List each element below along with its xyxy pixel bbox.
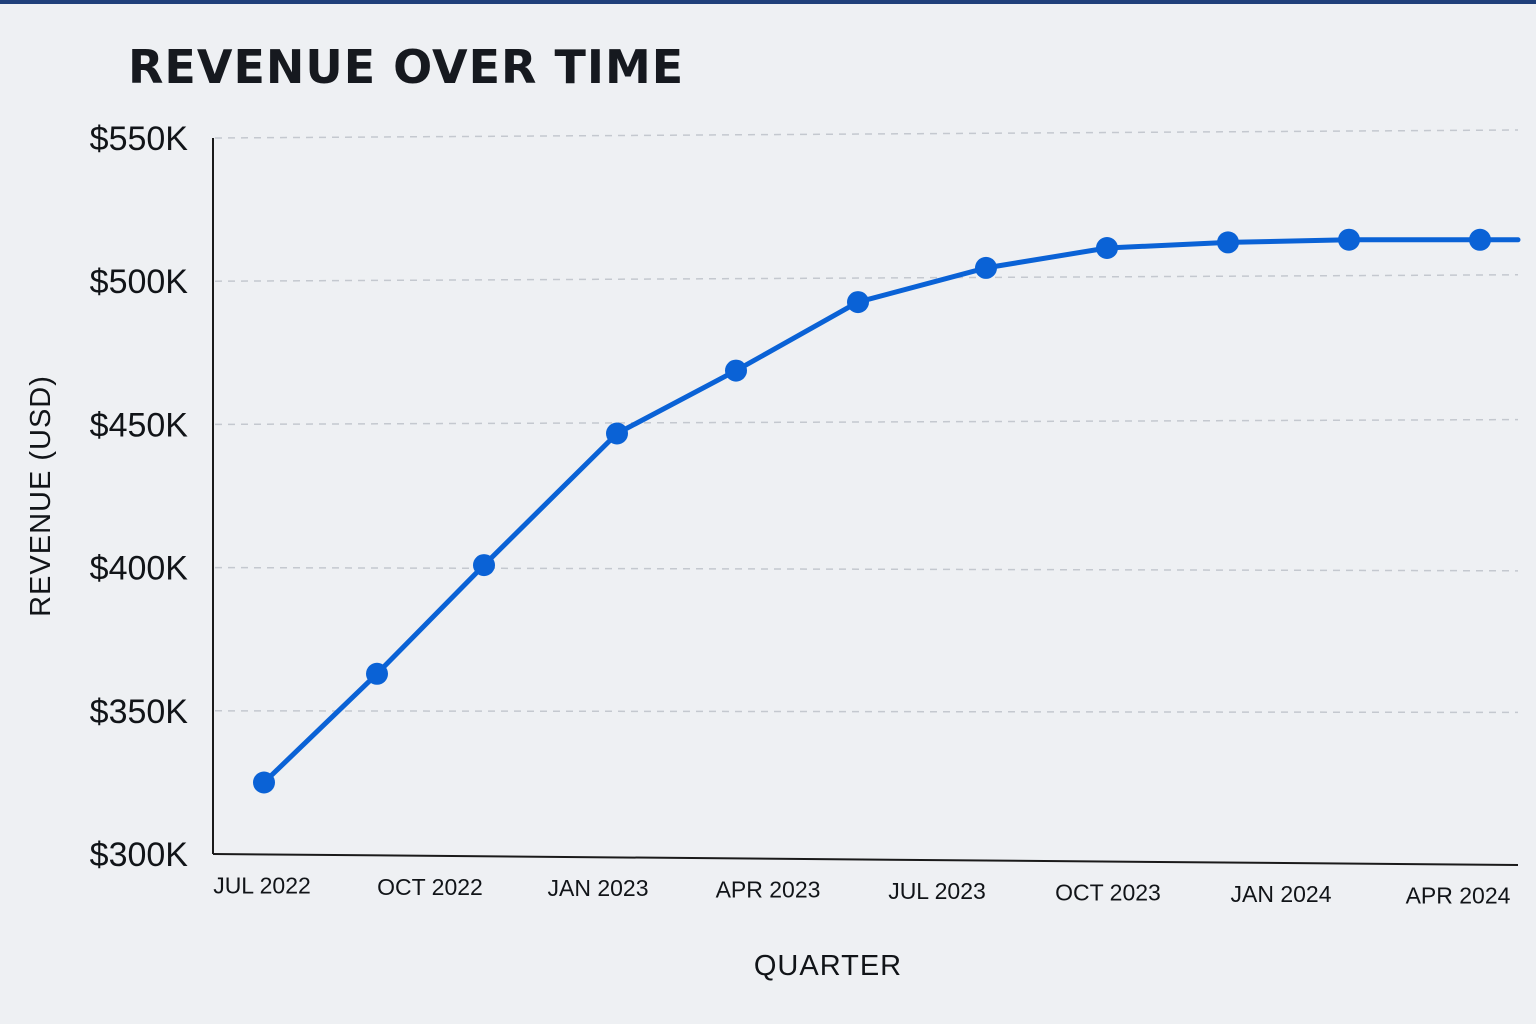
- gridline: [214, 418, 1519, 426]
- data-point: [1217, 231, 1239, 254]
- y-tick-labels: $550K $500K $450K $400K $350K $300K: [90, 120, 189, 874]
- y-axis-title: REVENUE (USD): [25, 375, 57, 617]
- data-point: [473, 554, 495, 577]
- data-point: [606, 422, 628, 445]
- data-point: [975, 256, 997, 279]
- data-point: [366, 662, 388, 685]
- x-tick-label: OCT 2022: [377, 874, 483, 900]
- x-tick-label: OCT 2023: [1055, 880, 1161, 906]
- series-line: [261, 237, 1521, 785]
- y-tick-label: $500K: [90, 263, 189, 301]
- gridline: [214, 710, 1519, 714]
- gridline: [214, 566, 1519, 572]
- gridline: [214, 129, 1519, 139]
- x-axis-title: QUARTER: [754, 950, 902, 982]
- x-tick-label: JAN 2023: [547, 875, 648, 901]
- y-tick-label: $550K: [90, 120, 189, 158]
- x-tick-label: APR 2024: [1406, 882, 1511, 908]
- data-point: [1338, 228, 1360, 251]
- top-accent-bar: [0, 0, 1536, 4]
- y-tick-label: $350K: [90, 693, 189, 731]
- x-tick-labels: JUL 2022 OCT 2022 JAN 2023 APR 2023 JUL 2023…: [213, 872, 1510, 908]
- series-revenue: [253, 228, 1521, 794]
- data-point: [1096, 237, 1118, 259]
- data-point: [1469, 228, 1491, 251]
- axes: [212, 138, 1519, 866]
- x-tick-label: JUL 2023: [888, 878, 986, 904]
- y-tick-label: $450K: [90, 406, 189, 444]
- data-point: [725, 359, 747, 382]
- gridlines: [214, 129, 1519, 714]
- x-tick-label: JAN 2024: [1230, 881, 1331, 907]
- data-point: [847, 291, 869, 314]
- x-tick-label: JUL 2022: [213, 872, 311, 898]
- gridline: [214, 274, 1519, 282]
- x-tick-label: APR 2023: [716, 877, 821, 903]
- chart-title: REVENUE OVER TIME: [128, 40, 685, 94]
- y-tick-label: $400K: [90, 550, 189, 588]
- y-tick-label: $300K: [90, 836, 189, 874]
- data-point: [253, 771, 275, 794]
- x-axis-line: [212, 853, 1519, 866]
